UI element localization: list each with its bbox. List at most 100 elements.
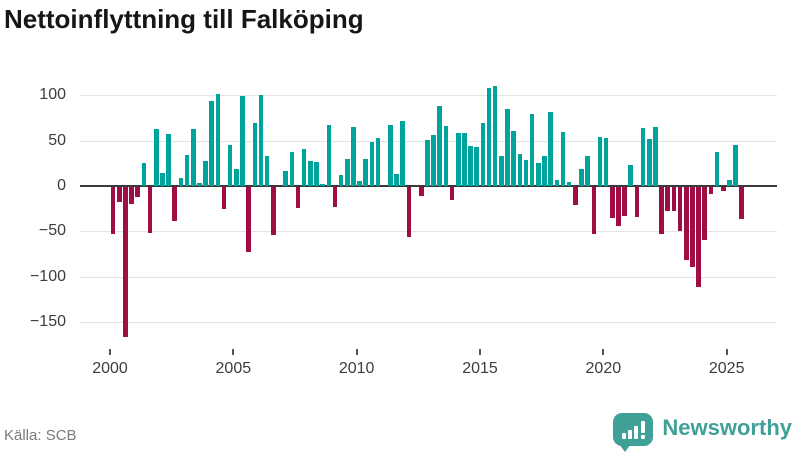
bar-2007Q4 bbox=[301, 148, 307, 186]
bar-2020Q3 bbox=[616, 187, 621, 226]
bar-2022Q3 bbox=[665, 187, 671, 211]
bar-2019Q1 bbox=[579, 168, 584, 186]
bar-2010Q3 bbox=[369, 142, 375, 186]
y-axis-label-0: 0 bbox=[57, 177, 66, 194]
bar-2024Q4 bbox=[720, 187, 726, 191]
logo-pin-tail-icon bbox=[619, 443, 632, 452]
x-axis-label-2020: 2020 bbox=[585, 360, 622, 377]
y-axis-label-100: 100 bbox=[39, 86, 66, 104]
bar-2024Q1 bbox=[702, 187, 708, 240]
bar-2014Q4 bbox=[474, 147, 479, 186]
bar-2000Q4 bbox=[129, 187, 134, 205]
bar-2004Q2 bbox=[215, 94, 221, 186]
bar-2000Q3 bbox=[123, 187, 128, 338]
bar-2002Q4 bbox=[178, 177, 184, 186]
x-axis-label-2025: 2025 bbox=[708, 360, 745, 377]
bar-2008Q3 bbox=[320, 184, 325, 186]
newsworthy-logo-text: Newsworthy bbox=[662, 415, 792, 440]
bar-2012Q3 bbox=[418, 187, 424, 197]
bar-2024Q2 bbox=[708, 187, 714, 195]
bar-2019Q4 bbox=[597, 137, 603, 186]
bar-2003Q2 bbox=[190, 128, 196, 186]
bar-2016Q1 bbox=[505, 108, 510, 186]
bar-2022Q4 bbox=[671, 187, 677, 212]
bar-2001Q4 bbox=[153, 128, 159, 186]
bar-2021Q1 bbox=[628, 165, 634, 186]
bar-2001Q3 bbox=[147, 187, 153, 234]
source-caption: Källa: SCB bbox=[4, 427, 77, 444]
bar-2025Q3 bbox=[739, 187, 745, 219]
bar-2022Q2 bbox=[659, 187, 664, 235]
bar-2011Q2 bbox=[388, 125, 393, 186]
bar-2001Q1 bbox=[135, 187, 141, 197]
bar-2023Q4 bbox=[696, 187, 701, 287]
y-axis-label--150: −150 bbox=[29, 312, 66, 330]
bar-2002Q1 bbox=[160, 173, 165, 186]
x-axis-tick-2000 bbox=[109, 349, 111, 355]
bar-2015Q2 bbox=[486, 88, 492, 186]
bar-2000Q1 bbox=[110, 187, 116, 235]
bar-2021Q2 bbox=[634, 187, 640, 217]
bar-2007Q1 bbox=[283, 170, 288, 186]
bar-2003Q1 bbox=[184, 155, 190, 186]
bar-2019Q3 bbox=[591, 187, 597, 235]
bar-2008Q1 bbox=[308, 160, 313, 186]
x-axis-tick-2020 bbox=[602, 349, 605, 355]
bar-2018Q3 bbox=[566, 182, 572, 186]
newsworthy-logo-icon bbox=[613, 412, 654, 452]
bar-2010Q1 bbox=[357, 181, 362, 186]
bar-2019Q2 bbox=[585, 156, 590, 186]
bar-2020Q2 bbox=[610, 187, 615, 218]
bar-2009Q2 bbox=[338, 175, 344, 186]
bar-2016Q3 bbox=[517, 154, 523, 186]
bar-2007Q3 bbox=[295, 187, 301, 208]
logo-minibar-icon bbox=[621, 432, 626, 439]
bar-2013Q3 bbox=[443, 126, 449, 186]
bar-2003Q3 bbox=[197, 183, 202, 186]
bar-2021Q3 bbox=[640, 127, 646, 186]
bar-2006Q2 bbox=[264, 156, 270, 186]
x-axis-tick-2005 bbox=[232, 349, 235, 355]
y-axis-label-50: 50 bbox=[48, 131, 66, 149]
bar-2011Q4 bbox=[400, 120, 406, 186]
bar-2001Q2 bbox=[141, 163, 147, 186]
bar-2020Q4 bbox=[622, 187, 627, 216]
bar-2017Q2 bbox=[536, 163, 541, 186]
x-axis-tick-2015 bbox=[479, 349, 481, 355]
bar-2005Q4 bbox=[252, 123, 258, 186]
x-axis-tick-2025 bbox=[725, 349, 728, 355]
bar-2003Q4 bbox=[203, 160, 208, 186]
bar-2005Q1 bbox=[234, 168, 239, 186]
bar-2008Q4 bbox=[326, 125, 332, 186]
bar-2015Q1 bbox=[480, 123, 486, 186]
bar-2012Q1 bbox=[406, 187, 412, 237]
bar-2000Q2 bbox=[116, 187, 122, 202]
bar-2016Q4 bbox=[523, 159, 529, 186]
bar-chart-plot-area bbox=[80, 70, 777, 345]
y-axis-label--100: −100 bbox=[29, 267, 66, 285]
gridline bbox=[80, 321, 777, 323]
page-title: Nettoinflyttning till Falköping bbox=[4, 4, 364, 34]
bar-2011Q3 bbox=[394, 174, 399, 186]
bar-2023Q2 bbox=[683, 187, 689, 260]
bar-2014Q1 bbox=[455, 133, 461, 186]
logo-exclamation-icon bbox=[640, 420, 645, 439]
bar-2006Q3 bbox=[271, 187, 276, 236]
gridline bbox=[80, 276, 777, 278]
bar-2017Q4 bbox=[548, 111, 553, 186]
bar-2013Q2 bbox=[437, 106, 443, 186]
bar-2010Q4 bbox=[375, 137, 381, 186]
bar-2023Q1 bbox=[677, 187, 683, 231]
bar-2006Q1 bbox=[258, 95, 264, 186]
x-axis-label-2015: 2015 bbox=[462, 360, 498, 377]
bar-2004Q1 bbox=[209, 100, 214, 186]
bar-2025Q2 bbox=[733, 145, 738, 186]
bar-2007Q2 bbox=[289, 151, 295, 186]
logo-minibar-icon bbox=[627, 429, 632, 439]
bar-2015Q3 bbox=[492, 86, 498, 186]
bar-2004Q3 bbox=[221, 187, 227, 209]
bar-2009Q3 bbox=[344, 158, 350, 186]
bar-2013Q4 bbox=[449, 187, 455, 200]
bar-2023Q3 bbox=[690, 187, 695, 267]
bar-2018Q4 bbox=[573, 187, 578, 206]
